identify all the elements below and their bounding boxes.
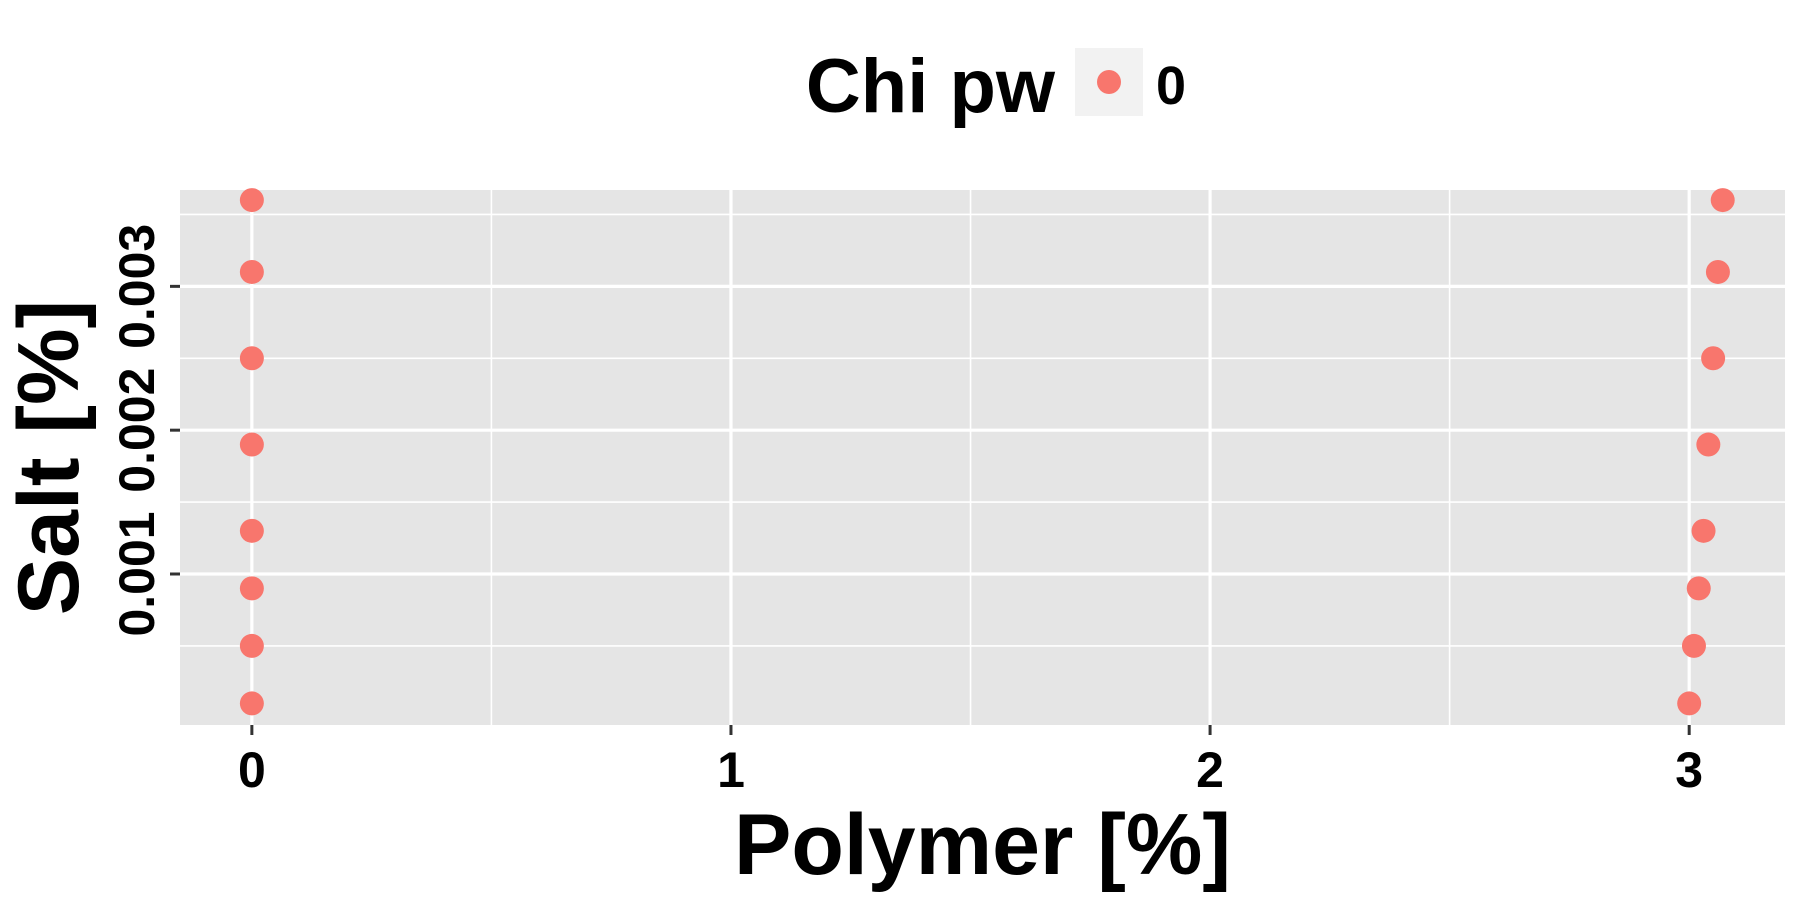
data-point	[239, 633, 264, 658]
major-gridlines-y	[180, 284, 1785, 576]
data-point	[1696, 432, 1721, 457]
data-point	[239, 259, 264, 284]
legend-title: Chi pw	[806, 44, 1056, 129]
data-point	[1701, 346, 1726, 371]
y-axis-title: Salt [%]	[1, 300, 97, 615]
legend-key-point	[1097, 70, 1121, 94]
data-point	[239, 346, 264, 371]
legend-label: 0	[1156, 56, 1186, 116]
data-point	[239, 188, 264, 213]
y-axis-ticks: 0.001 0.002 0.003	[109, 224, 180, 637]
data-point	[239, 518, 264, 543]
minor-gridlines-x	[490, 190, 1451, 725]
x-tick-label: 0	[238, 742, 266, 798]
data-point	[1691, 518, 1716, 543]
x-axis-ticks: 0 1 2 3	[238, 725, 1703, 798]
legend: Chi pw 0	[806, 44, 1186, 129]
x-tick-label: 2	[1196, 742, 1224, 798]
y-tick-label: 0.003	[109, 224, 165, 349]
minor-gridlines-y	[180, 213, 1785, 647]
data-point	[239, 691, 264, 716]
data-point	[1710, 188, 1735, 213]
x-axis-title: Polymer [%]	[734, 797, 1231, 893]
data-point	[1677, 691, 1702, 716]
x-tick-label: 1	[717, 742, 745, 798]
data-point	[1686, 576, 1711, 601]
data-point	[239, 432, 264, 457]
y-tick-label: 0.002	[109, 368, 165, 493]
data-point	[1681, 633, 1706, 658]
data-point	[239, 576, 264, 601]
plot-panel	[180, 190, 1785, 725]
data-point	[1705, 259, 1730, 284]
y-tick-label: 0.001	[109, 511, 165, 636]
x-tick-label: 3	[1675, 742, 1703, 798]
data-points	[239, 188, 1735, 716]
